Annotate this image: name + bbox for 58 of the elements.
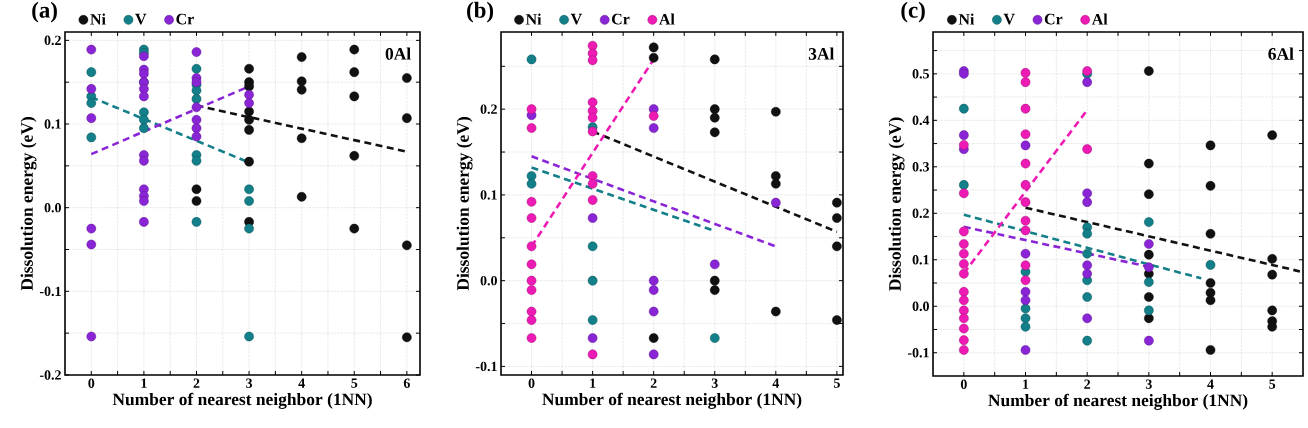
y-axis-title: Dissolution energy (eV) bbox=[456, 117, 473, 291]
x-tick-label: 4 bbox=[772, 378, 780, 388]
x-axis-title: Number of nearest neighbor (1NN) bbox=[542, 392, 802, 409]
legend-label: Ni bbox=[525, 13, 542, 25]
y-tick-label: 0.5 bbox=[912, 69, 929, 79]
legend-label: Ni bbox=[90, 13, 106, 25]
x-tick-label: 4 bbox=[1207, 379, 1214, 389]
x-axis-title: Number of nearest neighbor (1NN) bbox=[988, 393, 1248, 410]
x-tick-label: 2 bbox=[193, 378, 200, 388]
y-tick-label: -0.2 bbox=[39, 370, 61, 380]
y-tick-label: -0.1 bbox=[39, 286, 61, 297]
y-tick-label: 0.3 bbox=[912, 162, 930, 172]
annotation: 3Al bbox=[808, 47, 835, 60]
x-tick-label: 0 bbox=[528, 378, 535, 388]
legend-label: V bbox=[135, 13, 147, 25]
x-tick-label: 4 bbox=[298, 378, 305, 388]
x-axis-title: Number of nearest neighbor (1NN) bbox=[112, 392, 372, 409]
x-tick-label: 3 bbox=[711, 378, 718, 388]
legend-label: Cr bbox=[176, 13, 194, 25]
x-tick-label: 3 bbox=[246, 378, 253, 388]
chart-title: (b) bbox=[467, 1, 494, 23]
y-tick-label: 0.1 bbox=[912, 255, 929, 265]
x-tick-label: 5 bbox=[1269, 379, 1276, 389]
legend-label: Cr bbox=[1044, 13, 1063, 25]
y-tick-label: 0.2 bbox=[44, 35, 61, 46]
y-tick-label: -0.1 bbox=[907, 348, 929, 358]
y-tick-label: 0.2 bbox=[480, 104, 497, 114]
chart-title: (c) bbox=[901, 1, 925, 23]
legend-label: Al bbox=[1091, 13, 1108, 25]
y-tick-label: 0.0 bbox=[44, 202, 61, 213]
y-tick-label: 0.0 bbox=[480, 275, 497, 286]
x-tick-label: 1 bbox=[1023, 379, 1029, 389]
y-tick-label: -0.1 bbox=[475, 361, 497, 372]
legend-label: Cr bbox=[612, 13, 630, 25]
legend-label: Al bbox=[659, 13, 675, 25]
legend-label: Ni bbox=[958, 13, 975, 25]
y-axis-title: Dissolution energy (eV) bbox=[20, 117, 37, 291]
x-tick-label: 5 bbox=[833, 378, 840, 388]
chart-title: (a) bbox=[32, 1, 57, 23]
x-tick-label: 0 bbox=[88, 378, 95, 388]
legend-label: V bbox=[1003, 13, 1015, 25]
x-tick-label: 6 bbox=[403, 378, 410, 388]
x-tick-label: 1 bbox=[590, 378, 596, 388]
annotation: 0Al bbox=[385, 47, 411, 60]
x-tick-label: 2 bbox=[650, 378, 657, 388]
y-tick-label: 0.4 bbox=[912, 115, 930, 126]
x-tick-label: 5 bbox=[351, 378, 358, 388]
y-tick-label: 0.1 bbox=[44, 119, 61, 129]
x-tick-label: 3 bbox=[1145, 379, 1152, 389]
annotation: 6Al bbox=[1268, 47, 1294, 60]
x-tick-label: 1 bbox=[141, 378, 147, 388]
y-tick-label: 0.1 bbox=[480, 190, 497, 200]
legend-label: V bbox=[570, 13, 582, 25]
y-tick-label: 0.0 bbox=[912, 301, 929, 312]
y-tick-label: 0.2 bbox=[912, 208, 929, 219]
y-axis-title: Dissolution energy (eV) bbox=[888, 117, 905, 291]
x-tick-label: 0 bbox=[960, 379, 967, 389]
x-tick-label: 2 bbox=[1084, 379, 1091, 389]
